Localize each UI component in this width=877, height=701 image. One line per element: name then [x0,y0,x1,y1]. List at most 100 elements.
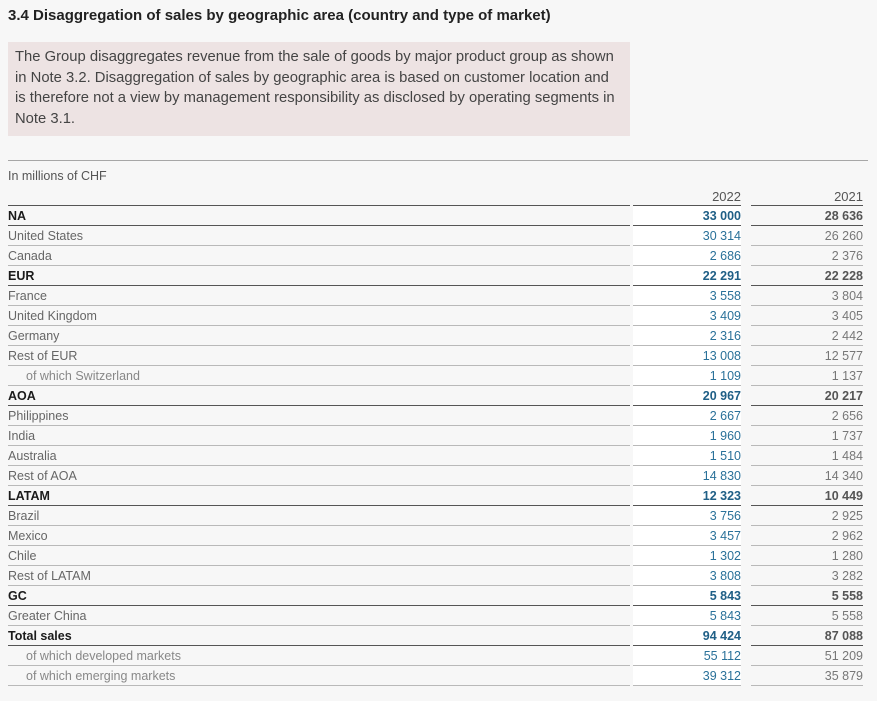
value-2021: 2 376 [751,246,863,266]
table-row: United States 30 314 26 260 [8,226,868,246]
table-row: Mexico 3 457 2 962 [8,526,868,546]
row-label: GC [8,586,630,606]
value-2022: 39 312 [633,666,741,686]
table-row: AOA 20 967 20 217 [8,386,868,406]
value-2022: 30 314 [633,226,741,246]
table-top-rule [8,160,868,161]
row-label: Rest of AOA [8,466,630,486]
value-2022: 3 756 [633,506,741,526]
column-header-2021: 2021 [834,189,863,204]
table-row: France 3 558 3 804 [8,286,868,306]
value-2022: 5 843 [633,606,741,626]
value-2021: 1 280 [751,546,863,566]
table-row: GC 5 843 5 558 [8,586,868,606]
value-2022: 5 843 [633,586,741,606]
value-2021: 2 962 [751,526,863,546]
table-row: Germany 2 316 2 442 [8,326,868,346]
table-row: Rest of LATAM 3 808 3 282 [8,566,868,586]
value-2021: 35 879 [751,666,863,686]
value-2021: 5 558 [751,586,863,606]
table-row: Rest of AOA 14 830 14 340 [8,466,868,486]
value-2022: 94 424 [633,626,741,646]
row-label: France [8,286,630,306]
row-label: NA [8,205,630,226]
value-2022: 2 316 [633,326,741,346]
row-label: United Kingdom [8,306,630,326]
value-2022: 3 409 [633,306,741,326]
value-2021: 2 656 [751,406,863,426]
value-2021: 1 484 [751,446,863,466]
row-label: Rest of EUR [8,346,630,366]
value-2021: 1 737 [751,426,863,446]
row-label: LATAM [8,486,630,506]
value-2021: 20 217 [751,386,863,406]
value-2021: 26 260 [751,226,863,246]
table-row: Brazil 3 756 2 925 [8,506,868,526]
value-2022: 13 008 [633,346,741,366]
value-2021: 12 577 [751,346,863,366]
value-2021: 10 449 [751,486,863,506]
value-2022: 2 686 [633,246,741,266]
row-label: Rest of LATAM [8,566,630,586]
table-row: of which emerging markets 39 312 35 879 [8,666,868,686]
value-2021: 5 558 [751,606,863,626]
table-row: United Kingdom 3 409 3 405 [8,306,868,326]
row-label: India [8,426,630,446]
row-label: United States [8,226,630,246]
row-label: Mexico [8,526,630,546]
value-2022: 1 960 [633,426,741,446]
table-row: Philippines 2 667 2 656 [8,406,868,426]
value-2022: 3 558 [633,286,741,306]
value-2021: 3 405 [751,306,863,326]
value-2022: 55 112 [633,646,741,666]
row-label: Total sales [8,626,630,646]
row-label: of which emerging markets [8,666,630,686]
table-row: Australia 1 510 1 484 [8,446,868,466]
row-label: Philippines [8,406,630,426]
row-label: Brazil [8,506,630,526]
value-2022: 1 109 [633,366,741,386]
table-row: Total sales 94 424 87 088 [8,626,868,646]
table-row: of which developed markets 55 112 51 209 [8,646,868,666]
table-row: Rest of EUR 13 008 12 577 [8,346,868,366]
table-row: EUR 22 291 22 228 [8,266,868,286]
value-2022: 22 291 [633,266,741,286]
value-2022: 14 830 [633,466,741,486]
value-2022: 1 510 [633,446,741,466]
value-2022: 1 302 [633,546,741,566]
value-2022: 33 000 [633,205,741,226]
value-2021: 3 282 [751,566,863,586]
units-label: In millions of CHF [8,169,107,183]
row-label: of which developed markets [8,646,630,666]
row-label: EUR [8,266,630,286]
column-header-2022: 2022 [712,189,741,204]
value-2021: 28 636 [751,205,863,226]
table-row: Canada 2 686 2 376 [8,246,868,266]
row-label: AOA [8,386,630,406]
section-title: 3.4 Disaggregation of sales by geographi… [8,7,551,24]
value-2022: 3 808 [633,566,741,586]
row-label: Chile [8,546,630,566]
row-label: Canada [8,246,630,266]
value-2021: 1 137 [751,366,863,386]
value-2021: 22 228 [751,266,863,286]
row-label: Australia [8,446,630,466]
table-row: Greater China 5 843 5 558 [8,606,868,626]
value-2021: 2 442 [751,326,863,346]
table-row: LATAM 12 323 10 449 [8,486,868,506]
table-row: of which Switzerland 1 109 1 137 [8,366,868,386]
row-label: of which Switzerland [8,366,630,386]
table-row: NA 33 000 28 636 [8,205,868,226]
value-2021: 2 925 [751,506,863,526]
row-label: Germany [8,326,630,346]
value-2021: 14 340 [751,466,863,486]
table-row: India 1 960 1 737 [8,426,868,446]
value-2021: 51 209 [751,646,863,666]
value-2022: 12 323 [633,486,741,506]
sales-table: NA 33 000 28 636 United States 30 314 26 260 C… [8,205,868,686]
table-row: Chile 1 302 1 280 [8,546,868,566]
value-2022: 2 667 [633,406,741,426]
value-2021: 3 804 [751,286,863,306]
value-2022: 3 457 [633,526,741,546]
value-2022: 20 967 [633,386,741,406]
